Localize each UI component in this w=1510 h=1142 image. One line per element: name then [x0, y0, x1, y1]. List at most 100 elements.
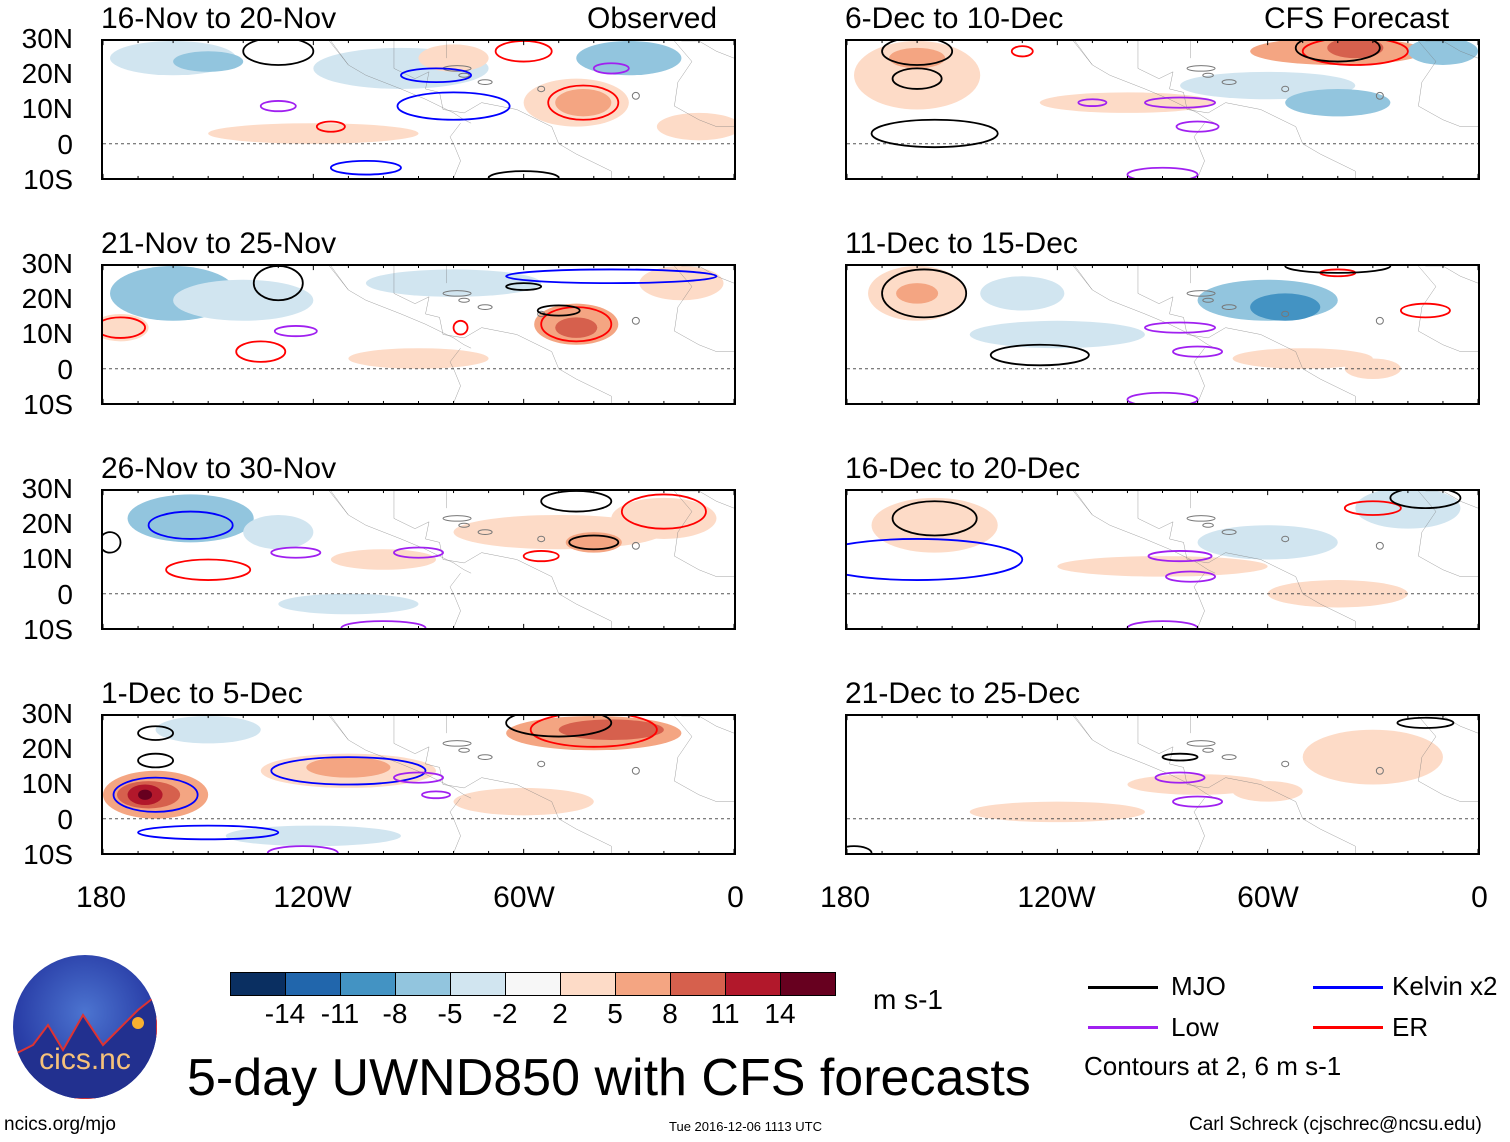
coastline	[1138, 41, 1355, 178]
footer-url[interactable]: ncics.org/mjo	[4, 1114, 116, 1135]
wind-anomaly-shading	[980, 276, 1065, 311]
mjo-contour	[569, 536, 618, 550]
low-contour	[1145, 323, 1215, 333]
coastline	[674, 491, 734, 577]
mountain-icon	[13, 993, 157, 1099]
er-contour	[103, 317, 145, 338]
colorbar-label: 5	[607, 998, 623, 1029]
map	[103, 41, 734, 178]
mjo-contour	[103, 532, 121, 553]
colorbar-swatch	[396, 973, 451, 995]
panel-title: 21-Nov to 25-Nov	[101, 227, 337, 260]
island	[1376, 317, 1383, 324]
legend-label-low: Low	[1171, 1012, 1219, 1042]
coastline	[1075, 491, 1093, 515]
colorbar-label: -14	[264, 998, 306, 1029]
coastline	[324, 716, 471, 798]
coastline	[450, 123, 461, 178]
colorbar-label: -5	[437, 998, 463, 1029]
wind-anomaly-shading	[871, 497, 998, 553]
coastline	[1075, 266, 1093, 290]
coastline	[324, 41, 471, 123]
coastline	[324, 491, 471, 573]
coastline	[1138, 716, 1355, 853]
island	[538, 86, 545, 91]
latitude-label: 30N	[21, 248, 73, 279]
low-contour	[261, 101, 296, 111]
mjo-contour	[489, 171, 559, 178]
island	[1187, 291, 1215, 296]
latitude-label: 20N	[21, 283, 73, 315]
wind-anomaly-shading	[576, 41, 682, 76]
wind-anomaly-shading	[173, 51, 244, 72]
mjo-contour	[1163, 754, 1198, 761]
latitude-label: 10S	[23, 388, 73, 420]
island	[443, 516, 471, 521]
legend-line-low	[1088, 1026, 1158, 1029]
colorbar-label: 8	[662, 998, 678, 1029]
latitude-label: 10N	[21, 318, 73, 350]
kelvin-contour	[397, 92, 509, 119]
wind-anomaly-shading	[348, 348, 489, 369]
mjo-contour	[506, 283, 541, 290]
mjo-contour	[541, 491, 611, 512]
latitude-label: 0	[57, 353, 73, 385]
low-contour	[1173, 796, 1222, 806]
kelvin-contour	[331, 161, 401, 175]
er-contour	[1303, 41, 1408, 65]
kelvin-contour	[138, 826, 278, 840]
island	[443, 741, 471, 746]
coastline	[394, 266, 611, 403]
mjo-contour	[538, 305, 580, 315]
mjo-contour	[1296, 41, 1380, 62]
legend-line-kelvin	[1313, 986, 1383, 989]
coastline	[1068, 716, 1215, 798]
coastline	[681, 266, 734, 283]
logo-text: cics.nc	[39, 1043, 131, 1076]
wind-anomaly-shading	[306, 757, 391, 778]
coastline	[331, 266, 349, 290]
colorbar-label: 2	[552, 998, 568, 1029]
coastline	[1075, 41, 1093, 65]
er-contour	[496, 41, 552, 62]
latitude-label: 30N	[21, 23, 73, 54]
low-contour	[1127, 393, 1197, 403]
island	[1222, 755, 1236, 760]
wind-anomaly-shading	[155, 716, 261, 744]
mjo-contour	[138, 726, 173, 740]
wind-anomaly-shading	[1057, 556, 1268, 577]
wind-anomaly-shading	[969, 320, 1145, 349]
island	[1203, 523, 1214, 527]
longitude-label: 180	[819, 881, 871, 914]
mjo-contour	[506, 716, 611, 737]
wind-anomaly-shading	[278, 593, 419, 615]
er-contour	[531, 716, 657, 747]
kelvin-contour	[506, 269, 716, 283]
wind-anomaly-shading	[138, 789, 153, 800]
low-contour	[1166, 571, 1215, 581]
legend-label-mjo: MJO	[1171, 971, 1226, 1001]
wind-anomaly-shading	[1285, 88, 1391, 117]
coastline	[681, 491, 734, 508]
colorbar-units: m s-1	[873, 984, 943, 1015]
colorbar-swatch	[451, 973, 506, 995]
panel-title: 1-Dec to 5-Dec	[101, 677, 303, 710]
wind-anomaly-shading	[243, 514, 314, 550]
wind-anomaly-shading	[1267, 580, 1408, 608]
wind-anomaly-shading	[611, 497, 717, 539]
colorbar-label: 11	[710, 998, 740, 1029]
map-panel	[845, 714, 1480, 855]
forecast-label: CFS Forecast	[1264, 2, 1450, 35]
kelvin-contour	[149, 512, 233, 539]
low-contour	[394, 773, 443, 783]
map-panel	[101, 714, 736, 855]
wind-anomaly-shading	[127, 494, 254, 543]
island	[1222, 305, 1236, 310]
kelvin-contour	[114, 778, 198, 812]
island	[443, 291, 471, 296]
latitude-label: 0	[57, 803, 73, 835]
low-contour	[1127, 621, 1197, 628]
coastline	[1425, 266, 1478, 283]
island	[1187, 516, 1215, 521]
er-contour	[454, 321, 468, 335]
